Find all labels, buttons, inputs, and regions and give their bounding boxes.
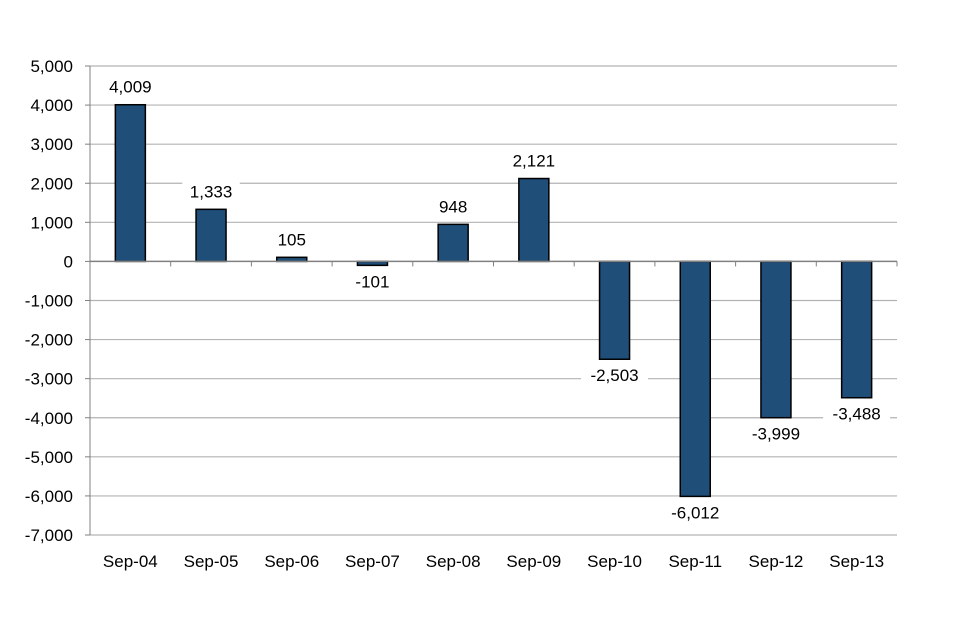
y-tick-label: -2,000	[25, 331, 73, 350]
data-label: 2,121	[513, 152, 556, 171]
data-label: -3,488	[833, 405, 881, 424]
bar	[114, 103, 147, 263]
x-category-label: Sep-10	[587, 552, 642, 571]
y-tick-label: -4,000	[25, 409, 73, 428]
y-tick-label: 5,000	[30, 57, 73, 76]
data-label-bg	[581, 365, 649, 387]
data-label-bg	[823, 403, 891, 425]
y-tick-label: 0	[64, 252, 73, 271]
labels: 5,000 4,000 3,000 2,000 1,000 0 -1,000 -2,000 -3…	[25, 57, 891, 571]
y-tick-label: 2,000	[30, 174, 73, 193]
data-label-bg	[742, 423, 810, 445]
data-label: 4,009	[109, 78, 152, 97]
y-tick-label: -3,000	[25, 370, 73, 389]
data-label-bg	[348, 271, 397, 293]
x-category-label: Sep-09	[506, 552, 561, 571]
data-label: -101	[355, 272, 389, 291]
data-label-bg	[182, 181, 240, 203]
data-label-bg	[272, 229, 311, 251]
x-category-label: Sep-08	[426, 552, 481, 571]
bar	[518, 177, 550, 263]
data-label: -3,999	[752, 425, 800, 444]
data-label: 105	[278, 230, 306, 249]
data-label: 948	[439, 197, 467, 216]
y-tick-label: 1,000	[30, 213, 73, 232]
x-category-label: Sep-12	[749, 552, 804, 571]
y-tick-label: -1,000	[25, 292, 73, 311]
data-label-bg	[505, 150, 563, 172]
y-tick-label: -5,000	[25, 448, 73, 467]
data-label-bg	[661, 502, 729, 524]
bar	[195, 208, 227, 263]
axes	[85, 65, 898, 536]
data-label-bg	[101, 76, 160, 98]
gridlines	[90, 65, 897, 536]
x-category-label: Sep-13	[829, 552, 884, 571]
data-label-bg	[433, 196, 473, 218]
y-tick-label: 3,000	[30, 135, 73, 154]
x-category-label: Sep-04	[103, 552, 158, 571]
bar	[598, 260, 631, 360]
bar	[760, 260, 792, 419]
bar	[679, 260, 711, 498]
data-label: -2,503	[590, 366, 638, 385]
bars	[114, 103, 873, 498]
x-category-label: Sep-11	[668, 552, 722, 571]
data-label: 1,333	[190, 182, 233, 201]
y-tick-label: 4,000	[30, 96, 73, 115]
x-category-label: Sep-07	[345, 552, 400, 571]
data-label: -6,012	[671, 503, 719, 522]
y-tick-label: -6,000	[25, 487, 73, 506]
bar	[840, 260, 873, 399]
y-tick-label: -7,000	[25, 526, 73, 545]
x-category-label: Sep-06	[264, 552, 319, 571]
bar	[437, 223, 469, 263]
x-category-label: Sep-05	[184, 552, 239, 571]
